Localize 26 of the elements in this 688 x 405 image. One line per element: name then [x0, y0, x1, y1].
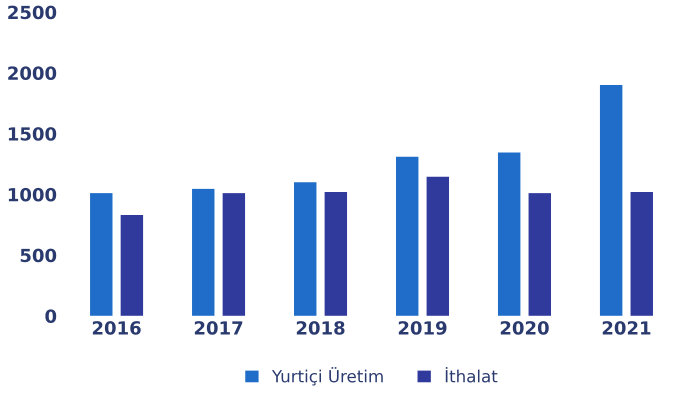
x-tick-label: 2017 [194, 321, 242, 335]
y-tick-label: 2000 [8, 66, 56, 80]
bar [396, 156, 418, 316]
bar [528, 193, 551, 316]
y-tick-label: 2500 [8, 6, 56, 20]
legend-label: Yurtiçi Üretim [272, 367, 383, 386]
bar [498, 152, 520, 316]
x-tick-label: 2019 [398, 321, 446, 335]
bar [600, 85, 622, 316]
bar [426, 176, 450, 316]
bar [324, 192, 348, 316]
y-tick-label: 0 [45, 309, 56, 324]
y-tick-label: 1000 [8, 188, 56, 202]
x-tick-label: 2021 [602, 321, 650, 335]
bar [630, 192, 653, 316]
x-tick-label: 2018 [296, 321, 345, 335]
bar [120, 215, 144, 316]
y-tick-label: 1500 [8, 127, 56, 141]
bar [192, 188, 214, 316]
y-tick-label: 500 [20, 248, 56, 262]
x-tick-label: 2016 [92, 321, 141, 335]
bar [222, 193, 246, 316]
x-tick-label: 2020 [500, 321, 549, 335]
legend-label: İthalat [446, 367, 498, 383]
bar [90, 193, 112, 316]
bar [294, 182, 316, 316]
